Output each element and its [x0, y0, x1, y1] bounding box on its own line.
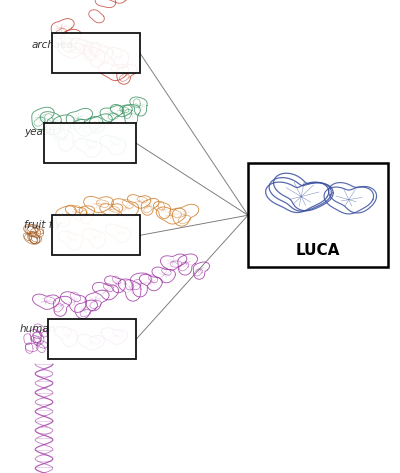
Bar	[52, 33, 140, 73]
Text: fruit fly: fruit fly	[24, 219, 61, 230]
Text: yeast: yeast	[24, 127, 52, 138]
Text: LUCA: LUCA	[296, 243, 340, 258]
Bar	[44, 123, 136, 163]
Text: human: human	[20, 324, 56, 334]
Bar	[52, 215, 140, 255]
Text: archaea: archaea	[32, 40, 74, 50]
Bar	[48, 319, 136, 359]
Bar	[248, 163, 388, 267]
